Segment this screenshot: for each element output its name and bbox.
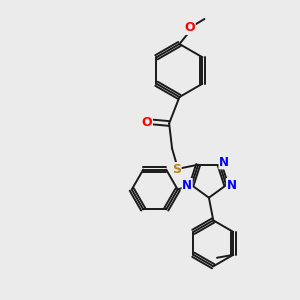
Text: O: O (142, 116, 152, 128)
Text: N: N (182, 178, 192, 192)
Text: N: N (219, 156, 229, 169)
Text: O: O (184, 21, 195, 34)
Text: N: N (226, 178, 237, 192)
Text: S: S (172, 163, 181, 176)
